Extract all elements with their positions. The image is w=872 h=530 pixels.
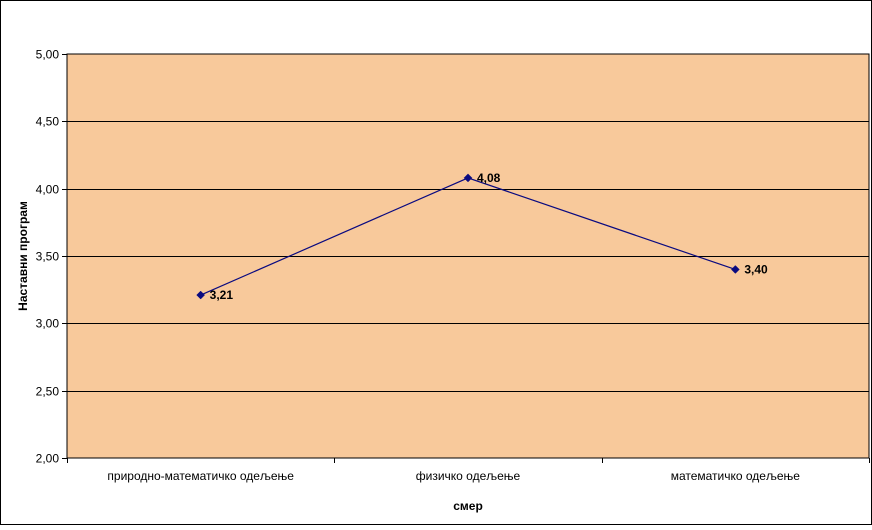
y-tick-label: 4,50 bbox=[36, 115, 60, 129]
x-axis-label: смер bbox=[453, 499, 483, 513]
y-tick-label: 3,50 bbox=[36, 250, 60, 264]
x-tick-label: математичко одељење bbox=[671, 469, 801, 483]
x-tick-label: природно-математичко одељење bbox=[107, 469, 294, 483]
y-tick-label: 2,00 bbox=[36, 452, 60, 466]
x-tick-label: физичко одељење bbox=[416, 469, 521, 483]
series-group: 3,21 4,08 3,40 bbox=[196, 171, 768, 302]
y-tick-label: 4,00 bbox=[36, 183, 60, 197]
y-tick-label: 5,00 bbox=[36, 48, 60, 62]
data-point bbox=[463, 173, 473, 183]
data-point bbox=[196, 290, 206, 300]
y-axis-label: Наставни програм bbox=[16, 201, 30, 311]
gridlines bbox=[67, 121, 869, 392]
y-axis-ticks: 2,00 2,50 3,00 3,50 4,00 4,50 5,00 bbox=[36, 48, 67, 466]
data-label: 3,40 bbox=[744, 262, 768, 276]
y-tick-label: 2,50 bbox=[36, 385, 60, 399]
data-label: 3,21 bbox=[210, 288, 234, 302]
x-axis-ticks: природно-математичко одељење физичко одељ… bbox=[67, 458, 870, 483]
data-point bbox=[730, 265, 740, 274]
y-tick-label: 3,00 bbox=[36, 317, 60, 331]
data-label: 4,08 bbox=[477, 171, 501, 185]
